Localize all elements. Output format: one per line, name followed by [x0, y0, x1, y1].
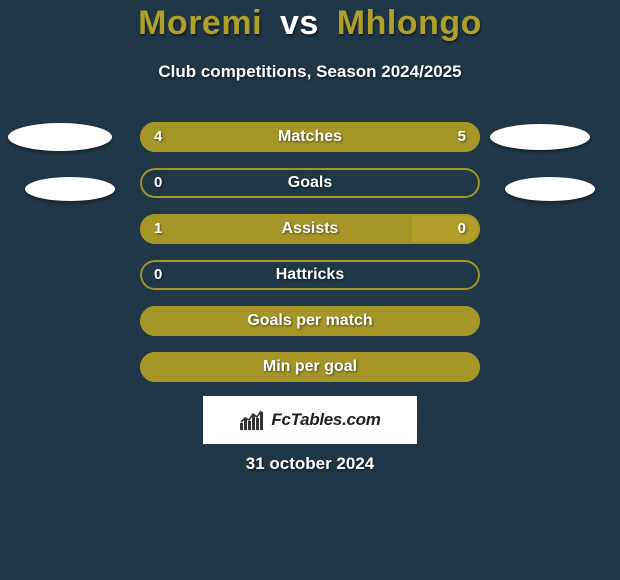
left-team-large-oval	[8, 123, 112, 151]
stat-bar-hattricks: Hattricks0	[140, 260, 480, 290]
bar-fill	[140, 306, 480, 336]
stat-bar-matches: Matches45	[140, 122, 480, 152]
bar-label: Goals	[140, 168, 480, 198]
bar-left-value: 0	[154, 260, 162, 290]
bar-fill	[140, 352, 480, 382]
comparison-infographic: Moremi vs Mhlongo Club competitions, Sea…	[0, 0, 620, 580]
page-title: Moremi vs Mhlongo	[0, 4, 620, 43]
right-team-small-oval	[505, 177, 595, 201]
bar-border	[140, 260, 480, 290]
stat-bar-min-per-goal: Min per goal	[140, 352, 480, 382]
date-text: 31 october 2024	[0, 454, 620, 474]
subtitle: Club competitions, Season 2024/2025	[0, 62, 620, 82]
left-team-small-oval	[25, 177, 115, 201]
bar-fill-right	[412, 214, 480, 244]
player1-name: Moremi	[138, 4, 262, 42]
bar-fill-right	[290, 122, 480, 152]
stat-bar-goals-per-match: Goals per match	[140, 306, 480, 336]
stat-bars-container: Matches45Goals0Assists10Hattricks0Goals …	[140, 122, 480, 398]
logo-box: FcTables.com	[203, 396, 417, 444]
stat-bar-goals: Goals0	[140, 168, 480, 198]
bar-left-value: 0	[154, 168, 162, 198]
player2-name: Mhlongo	[337, 4, 482, 42]
bar-fill-left	[140, 122, 290, 152]
logo-text: FcTables.com	[271, 410, 380, 430]
right-team-large-oval	[490, 124, 590, 150]
bar-label: Hattricks	[140, 260, 480, 290]
vs-text: vs	[280, 4, 319, 42]
stat-bar-assists: Assists10	[140, 214, 480, 244]
bar-border	[140, 168, 480, 198]
fctables-icon	[239, 409, 265, 431]
